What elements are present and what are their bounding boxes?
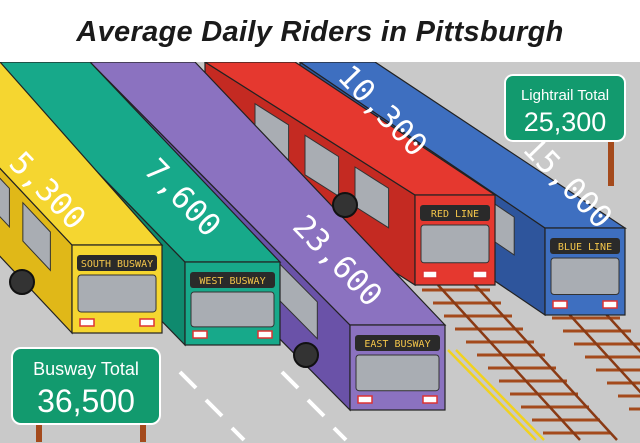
headlight [357, 395, 373, 404]
windshield [190, 291, 275, 328]
headlight [422, 395, 438, 404]
lightrail-total-value: 25,300 [524, 107, 607, 137]
destination-sign-text: EAST BUSWAY [364, 339, 430, 350]
side-window [354, 166, 390, 229]
headlight [139, 318, 155, 327]
side-window [0, 177, 10, 229]
busway-total-value: 36,500 [37, 383, 135, 419]
rail [567, 312, 640, 394]
busway-total-sign: Busway Total 36,500 [11, 347, 161, 442]
destination-sign [420, 205, 490, 221]
windshield [420, 224, 490, 264]
headlight [552, 300, 568, 309]
headlight [192, 330, 208, 339]
rail [474, 284, 618, 441]
side-window [22, 201, 51, 272]
center-lines [447, 349, 545, 441]
destination-sign-text: SOUTH BUSWAY [81, 259, 153, 270]
rail [604, 312, 640, 354]
destination-sign [550, 238, 620, 254]
destination-sign [355, 335, 440, 351]
windshield [355, 354, 440, 392]
destination-sign-text: WEST BUSWAY [199, 276, 265, 287]
wheel [332, 192, 358, 218]
headlight [602, 300, 618, 309]
rail-tracks [422, 284, 640, 441]
chart-title: Average Daily Riders in Pittsburgh [76, 16, 564, 48]
destination-sign-text: BLUE LINE [558, 242, 612, 253]
windshield [77, 274, 157, 313]
destination-sign-text: RED LINE [431, 209, 479, 220]
wheel [293, 342, 319, 368]
headlight [79, 318, 95, 327]
busway-total-label: Busway Total [33, 359, 139, 379]
destination-sign [190, 272, 275, 288]
wheel [9, 269, 35, 295]
destination-sign [77, 255, 157, 271]
headlight [422, 270, 438, 279]
windshield [550, 257, 620, 296]
road-markings [178, 370, 348, 442]
headlight [257, 330, 273, 339]
lightrail-total-sign: Lightrail Total 25,300 [504, 74, 626, 186]
lightrail-total-label: Lightrail Total [521, 87, 609, 104]
rail [437, 284, 581, 441]
headlight [472, 270, 488, 279]
